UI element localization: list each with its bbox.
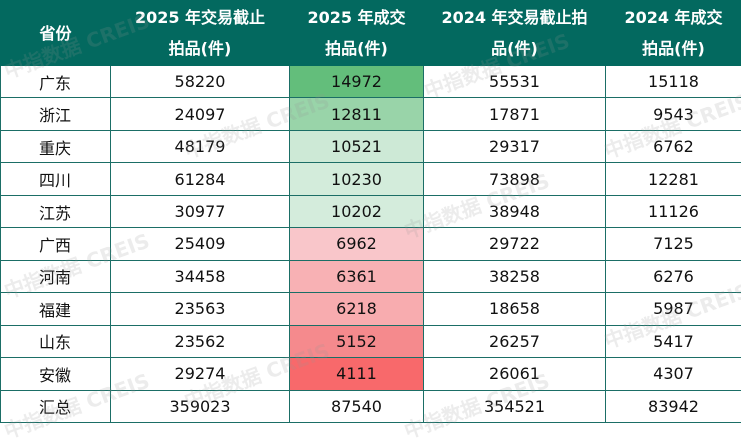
value-cell: 6962 bbox=[290, 228, 424, 260]
province-cell: 重庆 bbox=[1, 130, 111, 162]
value-cell: 15118 bbox=[606, 66, 741, 98]
header-line: 拍品(件) bbox=[642, 39, 705, 58]
province-cell: 浙江 bbox=[1, 98, 111, 130]
value-cell: 73898 bbox=[424, 163, 606, 195]
header-line: 拍品(件) bbox=[325, 39, 388, 58]
value-cell: 18658 bbox=[424, 293, 606, 325]
value-cell: 23563 bbox=[111, 293, 290, 325]
value-cell: 11126 bbox=[606, 195, 741, 227]
value-cell: 29317 bbox=[424, 130, 606, 162]
value-cell: 14972 bbox=[290, 66, 424, 98]
province-cell: 汇总 bbox=[1, 390, 111, 422]
province-cell: 江苏 bbox=[1, 195, 111, 227]
header-2024-sold: 2024 年成交拍品(件) bbox=[606, 1, 741, 66]
header-2024-deadline: 2024 年交易截止拍品(件) bbox=[424, 1, 606, 66]
value-cell: 26257 bbox=[424, 325, 606, 357]
value-cell: 10202 bbox=[290, 195, 424, 227]
province-cell: 河南 bbox=[1, 260, 111, 292]
value-cell: 38258 bbox=[424, 260, 606, 292]
value-cell: 359023 bbox=[111, 390, 290, 422]
value-cell: 34458 bbox=[111, 260, 290, 292]
value-cell: 6762 bbox=[606, 130, 741, 162]
value-cell: 5152 bbox=[290, 325, 424, 357]
value-cell: 5417 bbox=[606, 325, 741, 357]
value-cell: 12811 bbox=[290, 98, 424, 130]
value-cell: 61284 bbox=[111, 163, 290, 195]
header-line: 2025 年成交 bbox=[307, 8, 405, 27]
value-cell: 9543 bbox=[606, 98, 741, 130]
header-text: 省份 bbox=[39, 24, 71, 43]
value-cell: 83942 bbox=[606, 390, 741, 422]
value-cell: 4307 bbox=[606, 358, 741, 390]
value-cell: 12281 bbox=[606, 163, 741, 195]
value-cell: 58220 bbox=[111, 66, 290, 98]
header-2025-sold: 2025 年成交拍品(件) bbox=[290, 1, 424, 66]
value-cell: 87540 bbox=[290, 390, 424, 422]
value-cell: 17871 bbox=[424, 98, 606, 130]
auction-table: 省份 2025 年交易截止拍品(件) 2025 年成交拍品(件) 2024 年交… bbox=[0, 0, 741, 423]
header-province: 省份 bbox=[1, 1, 111, 66]
header-line: 拍品(件) bbox=[169, 39, 232, 58]
value-cell: 10230 bbox=[290, 163, 424, 195]
value-cell: 29274 bbox=[111, 358, 290, 390]
header-2025-deadline: 2025 年交易截止拍品(件) bbox=[111, 1, 290, 66]
header-line: 品(件) bbox=[491, 39, 538, 58]
table-header: 省份 2025 年交易截止拍品(件) 2025 年成交拍品(件) 2024 年交… bbox=[1, 1, 741, 66]
value-cell: 6361 bbox=[290, 260, 424, 292]
value-cell: 38948 bbox=[424, 195, 606, 227]
header-line: 2024 年交易截止拍 bbox=[441, 8, 587, 27]
value-cell: 6276 bbox=[606, 260, 741, 292]
value-cell: 4111 bbox=[290, 358, 424, 390]
value-cell: 26061 bbox=[424, 358, 606, 390]
value-cell: 7125 bbox=[606, 228, 741, 260]
value-cell: 5987 bbox=[606, 293, 741, 325]
province-cell: 四川 bbox=[1, 163, 111, 195]
value-cell: 29722 bbox=[424, 228, 606, 260]
value-cell: 23562 bbox=[111, 325, 290, 357]
province-cell: 山东 bbox=[1, 325, 111, 357]
province-cell: 安徽 bbox=[1, 358, 111, 390]
header-line: 2025 年交易截止 bbox=[135, 8, 265, 27]
value-cell: 55531 bbox=[424, 66, 606, 98]
value-cell: 48179 bbox=[111, 130, 290, 162]
value-cell: 25409 bbox=[111, 228, 290, 260]
value-cell: 30977 bbox=[111, 195, 290, 227]
value-cell: 354521 bbox=[424, 390, 606, 422]
province-cell: 广西 bbox=[1, 228, 111, 260]
header-line: 2024 年成交 bbox=[624, 8, 722, 27]
value-cell: 24097 bbox=[111, 98, 290, 130]
province-cell: 福建 bbox=[1, 293, 111, 325]
value-cell: 6218 bbox=[290, 293, 424, 325]
province-cell: 广东 bbox=[1, 66, 111, 98]
value-cell: 10521 bbox=[290, 130, 424, 162]
